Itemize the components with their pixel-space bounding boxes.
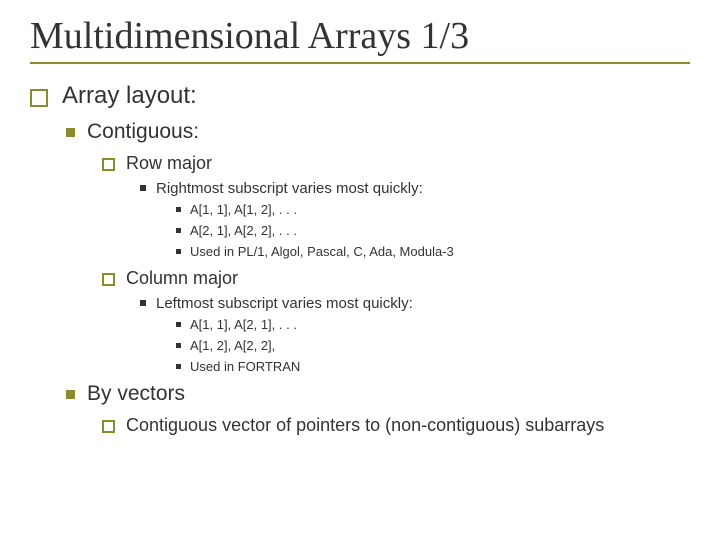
- hollow-square-small-icon: [102, 273, 115, 286]
- item-used-pl1: Used in PL/1, Algol, Pascal, C, Ada, Mod…: [176, 243, 690, 262]
- text: Leftmost subscript varies most quickly:: [156, 293, 690, 314]
- tiny-square-icon: [176, 228, 181, 233]
- item-cont-vector: Contiguous vector of pointers to (non-co…: [102, 413, 690, 437]
- filled-square-icon: [66, 128, 75, 137]
- item-row-major: Row major: [102, 151, 690, 175]
- hollow-square-small-icon: [102, 158, 115, 171]
- title-underline: [30, 62, 690, 64]
- item-leftmost: Leftmost subscript varies most quickly:: [140, 293, 690, 314]
- item-col-a11: A[1, 1], A[2, 1], . . .: [176, 316, 690, 335]
- item-array-layout: Array layout:: [30, 80, 690, 112]
- text: Used in PL/1, Algol, Pascal, C, Ada, Mod…: [190, 243, 690, 262]
- item-contiguous: Contiguous:: [66, 118, 690, 146]
- text: Contiguous vector of pointers to (non-co…: [126, 413, 690, 437]
- text: A[1, 1], A[1, 2], . . .: [190, 201, 690, 220]
- tiny-square-icon: [140, 185, 146, 191]
- text: Column major: [126, 266, 690, 290]
- text: Array layout:: [62, 80, 690, 112]
- text: Rightmost subscript varies most quickly:: [156, 178, 690, 199]
- tiny-square-icon: [176, 207, 181, 212]
- item-col-a12: A[1, 2], A[2, 2],: [176, 337, 690, 356]
- text: Used in FORTRAN: [190, 358, 690, 377]
- item-column-major: Column major: [102, 266, 690, 290]
- item-a11: A[1, 1], A[1, 2], . . .: [176, 201, 690, 220]
- text: A[2, 1], A[2, 2], . . .: [190, 222, 690, 241]
- item-rightmost: Rightmost subscript varies most quickly:: [140, 178, 690, 199]
- text: A[1, 2], A[2, 2],: [190, 337, 690, 356]
- hollow-square-small-icon: [102, 420, 115, 433]
- item-used-fortran: Used in FORTRAN: [176, 358, 690, 377]
- tiny-square-icon: [176, 249, 181, 254]
- text: Row major: [126, 151, 690, 175]
- tiny-square-icon: [176, 364, 181, 369]
- filled-square-icon: [66, 390, 75, 399]
- tiny-square-icon: [176, 322, 181, 327]
- text: A[1, 1], A[2, 1], . . .: [190, 316, 690, 335]
- item-a21: A[2, 1], A[2, 2], . . .: [176, 222, 690, 241]
- slide: Multidimensional Arrays 1/3 Array layout…: [0, 0, 720, 540]
- hollow-square-icon: [30, 89, 48, 107]
- text: Contiguous:: [87, 118, 690, 146]
- text: By vectors: [87, 380, 690, 408]
- item-by-vectors: By vectors: [66, 380, 690, 408]
- tiny-square-icon: [140, 300, 146, 306]
- tiny-square-icon: [176, 343, 181, 348]
- slide-title: Multidimensional Arrays 1/3: [30, 14, 690, 58]
